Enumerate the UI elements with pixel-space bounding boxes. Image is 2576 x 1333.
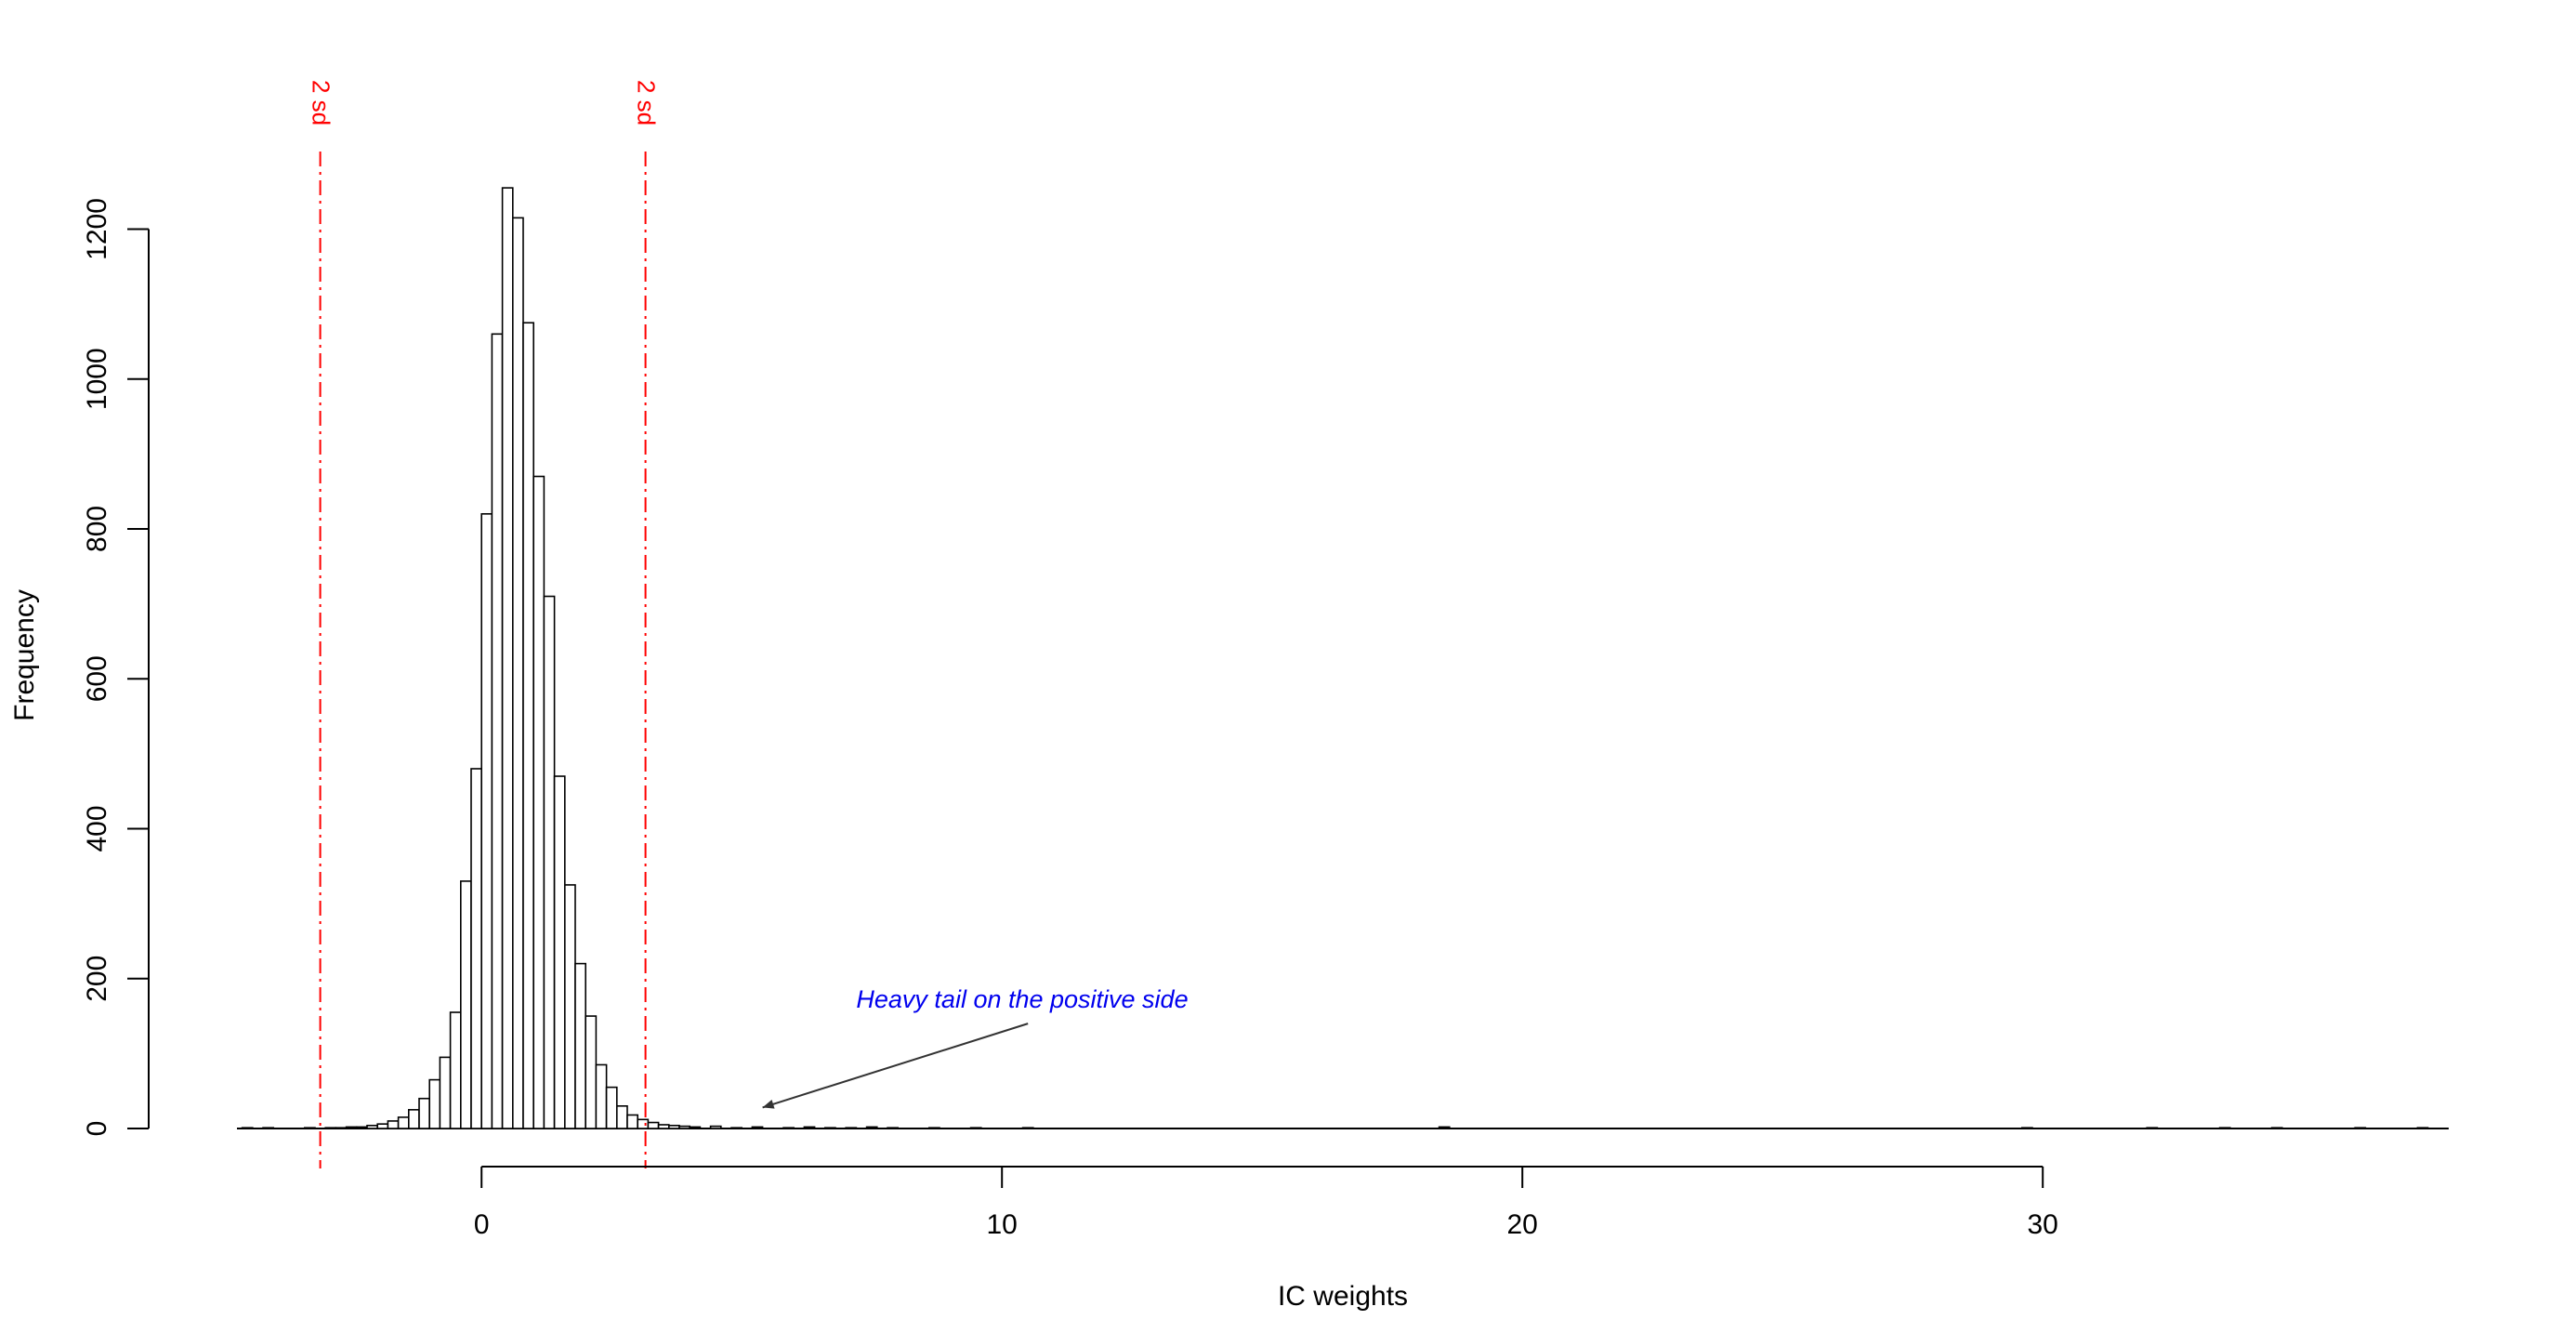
histogram-bar-17	[459, 880, 472, 1129]
y-tick-label-1: 200	[82, 956, 112, 1002]
histogram-bar-18	[470, 768, 482, 1129]
y-tick-label-5: 1000	[82, 348, 112, 410]
histogram-bars	[237, 187, 2449, 1129]
histogram-bar-28	[574, 962, 586, 1129]
histogram-bar-14	[428, 1078, 441, 1129]
histogram-bar-29	[585, 1015, 598, 1129]
y-axis: 0 200 400 600 800 1000 1200	[82, 198, 150, 1137]
histogram-bar-20	[491, 333, 504, 1129]
y-tick-label-4: 800	[82, 506, 112, 552]
histogram-bar-15	[439, 1056, 452, 1129]
histogram-bar-23	[522, 322, 534, 1129]
x-axis-label: IC weights	[1278, 1281, 1408, 1312]
histogram-bar-24	[532, 475, 545, 1129]
histogram-bar-35	[647, 1121, 660, 1129]
histogram-bar-7	[355, 1126, 368, 1129]
histogram-bar-32	[615, 1105, 628, 1129]
y-tick-label-6: 1200	[82, 198, 112, 260]
annotation-arrowhead	[762, 1100, 775, 1109]
y-axis-label: Frequency	[9, 589, 40, 721]
histogram-bar-13	[418, 1097, 430, 1129]
histogram-bar-27	[563, 884, 576, 1129]
y-tick-label-2: 400	[82, 805, 112, 851]
histogram-bar-11	[397, 1116, 410, 1129]
sd-lines: 2 sd 2 sd	[308, 80, 661, 1168]
histogram-bar-36	[657, 1124, 670, 1129]
histogram-bar-6	[345, 1126, 358, 1129]
histogram-bar-12	[407, 1109, 420, 1129]
y-tick-label-3: 600	[82, 655, 112, 702]
histogram-bar-42	[751, 1126, 764, 1129]
histogram-bar-34	[637, 1118, 650, 1129]
x-tick-label-0: 0	[474, 1209, 490, 1240]
sd-label-1: 2 sd	[633, 80, 661, 125]
histogram-bar-19	[480, 513, 493, 1129]
histogram-bar-39	[689, 1126, 702, 1129]
annotation: Heavy tail on the positive side	[762, 985, 1189, 1109]
x-tick-label-2: 20	[1507, 1209, 1538, 1240]
histogram-bar-47	[865, 1126, 878, 1129]
y-tick-label-0: 0	[82, 1121, 112, 1137]
annotation-arrow	[762, 1023, 1029, 1109]
histogram-bar-22	[511, 217, 524, 1129]
histogram-bar-52	[1438, 1126, 1451, 1129]
histogram-bar-44	[803, 1126, 816, 1129]
histogram-bar-16	[449, 1011, 462, 1129]
histogram-bar-40	[709, 1125, 722, 1129]
histogram-bar-26	[553, 775, 566, 1129]
histogram-bar-33	[626, 1114, 638, 1129]
x-tick-label-1: 10	[987, 1209, 1018, 1240]
histogram-bar-31	[605, 1086, 618, 1129]
histogram-bar-37	[667, 1124, 680, 1129]
histogram-bar-38	[678, 1125, 690, 1129]
histogram-bar-30	[595, 1063, 608, 1129]
annotation-text: Heavy tail on the positive side	[856, 985, 1188, 1013]
histogram-bar-25	[543, 595, 556, 1129]
histogram-bar-8	[366, 1124, 378, 1129]
sd-label-0: 2 sd	[308, 80, 335, 125]
histogram-bar-21	[501, 187, 514, 1129]
histogram-bar-10	[387, 1120, 400, 1129]
x-tick-label-3: 30	[2028, 1209, 2058, 1240]
x-axis: 0 10 20 30	[474, 1166, 2058, 1240]
histogram-bar-9	[376, 1123, 389, 1129]
